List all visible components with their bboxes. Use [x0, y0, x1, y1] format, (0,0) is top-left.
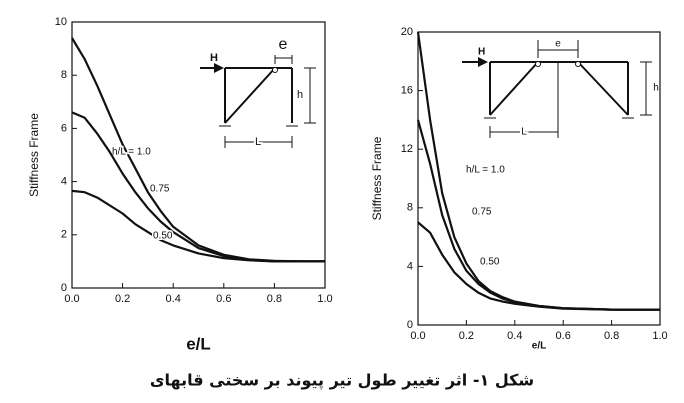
series-label: 0.75 — [472, 207, 492, 218]
x-tick-label: 0.0 — [64, 293, 79, 305]
series-line — [71, 37, 325, 263]
x-tick-label: 1.0 — [652, 330, 667, 342]
y-tick-label: 8 — [61, 69, 67, 81]
inset-frame — [200, 55, 316, 148]
y-tick-label: 6 — [61, 122, 67, 134]
x-tick-label: 0.6 — [556, 330, 571, 342]
series-line — [71, 111, 325, 263]
x-tick-label: 1.0 — [317, 293, 332, 305]
plot-frame — [71, 21, 326, 289]
series-line — [417, 221, 660, 311]
x-tick-label: 0.8 — [267, 293, 282, 305]
x-tick-label: 0.0 — [410, 330, 425, 342]
y-tick-label: 20 — [401, 26, 413, 38]
x-tick-label: 0.2 — [115, 293, 130, 305]
y-tick-label: 4 — [61, 176, 67, 188]
series-label: 0.50 — [480, 257, 500, 268]
plot-frame — [417, 31, 661, 326]
y-tick-label: 16 — [401, 85, 413, 97]
y-tick-label: 4 — [407, 260, 413, 272]
inset-label: L — [255, 136, 261, 148]
inset-label: h — [653, 83, 659, 94]
y-tick-label: 0 — [407, 319, 413, 331]
series-line — [416, 119, 660, 311]
series-line — [416, 31, 660, 311]
y-axis-label: Stiffness Frame — [27, 113, 41, 197]
x-tick-label: 0.2 — [459, 330, 474, 342]
inset-label: H — [478, 47, 485, 58]
x-tick-label: 0.4 — [507, 330, 522, 342]
inset-label: h — [297, 89, 303, 101]
x-tick-label: 0.8 — [604, 330, 619, 342]
x-axis-label: e/L — [532, 341, 546, 352]
inset-label: L — [521, 127, 527, 138]
plot: 0 2 4 6 8 10 0.0 0.2 0.4 0.6 0.8 1.0 Stiffness Frame… — [27, 16, 332, 354]
y-tick-label: 8 — [407, 202, 413, 214]
y-tick-label: 12 — [401, 143, 413, 155]
x-tick-label: 0.6 — [216, 293, 231, 305]
inset-label: H — [210, 52, 218, 64]
y-tick-label: 0 — [61, 282, 67, 294]
series-label: 0.50 — [153, 231, 173, 242]
series-label: h/L = 1.0 — [112, 147, 151, 158]
y-axis-label: Stiffness Frame — [370, 136, 384, 220]
caption: شکل ۱- اثر تغییر طول تیر پیوند بر سختی ق… — [150, 371, 534, 391]
y-tick-label: 10 — [55, 16, 67, 28]
y-tick-label: 2 — [61, 229, 67, 241]
series-line — [71, 189, 325, 263]
series-label: h/L = 1.0 — [466, 165, 505, 176]
inset-label: e — [279, 36, 288, 53]
x-tick-label: 0.4 — [166, 293, 181, 305]
x-axis-label: e/L — [186, 334, 211, 353]
inset-frame — [462, 40, 652, 138]
plot: 0 4 8 12 16 20 0.0 0.2 0.4 0.6 0.8 1.0 Stiffness Fra… — [370, 26, 667, 352]
series-label: 0.75 — [150, 184, 170, 195]
inset-label: e — [555, 39, 561, 50]
